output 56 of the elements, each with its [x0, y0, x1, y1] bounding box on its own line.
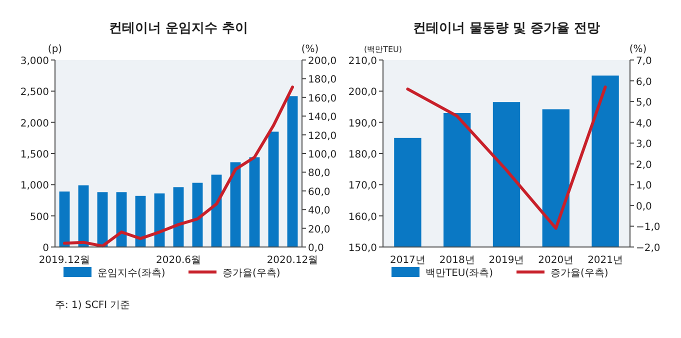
y2-tick-label: 40,0: [308, 206, 330, 217]
legend-label: 백만TEU(좌측): [426, 268, 494, 279]
y-tick-label: 200,0: [348, 87, 377, 98]
y-tick-label: 2,000: [20, 118, 49, 130]
y-tick-label: 160,0: [348, 212, 377, 223]
y2-tick-label: 20,0: [308, 224, 330, 236]
y2-tick-label: 180,0: [308, 74, 337, 86]
legend-label: 증가율(우측): [550, 268, 608, 279]
y-tick-label: 210,0: [348, 56, 377, 67]
y2-tick-label: 7,0: [636, 56, 652, 67]
y-axis-title: (p): [48, 44, 62, 55]
y2-tick-label: 100,0: [308, 150, 337, 160]
y-tick-label: 170,0: [348, 180, 377, 192]
y2-tick-label: 140,0: [308, 112, 337, 124]
y-tick-label: 150,0: [348, 243, 377, 254]
x-tick-label: 2021년: [588, 255, 624, 266]
line-series: [406, 86, 607, 230]
y2-tick-label: 6,0: [636, 76, 652, 88]
y-tick-label: 3,000: [20, 56, 49, 67]
y-axis-title: (백만TEU): [364, 45, 402, 54]
y2-axis-title: (%): [629, 44, 647, 55]
y2-tick-label: 0,0: [308, 243, 324, 254]
legend-label: 증가율(우측): [222, 268, 280, 279]
x-tick-label: 2019년: [488, 255, 524, 266]
y-tick-label: 0: [42, 243, 49, 254]
y-tick-label: 2,500: [20, 87, 49, 98]
y2-tick-label: 5,0: [636, 98, 652, 109]
y2-tick-label: 160,0: [308, 93, 337, 104]
y2-tick-label: −1,0: [636, 222, 660, 234]
y-tick-label: 500: [30, 212, 49, 223]
chart-title: 컨테이너 물동량 및 증가율 전망: [412, 21, 600, 36]
y2-tick-label: 80,0: [308, 168, 330, 180]
y2-tick-label: 200,0: [308, 56, 337, 67]
text: 주: 1) SCFI 기준: [55, 300, 130, 311]
x-tick-label: 2020.12월: [266, 255, 318, 266]
y2-tick-label: 1,0: [636, 180, 652, 192]
y2-tick-label: 4,0: [636, 118, 652, 130]
y2-tick-label: 60,0: [308, 186, 330, 198]
y-tick-label: 180,0: [348, 150, 377, 160]
y2-axis-title: (%): [301, 44, 319, 55]
line-series: [63, 86, 294, 248]
y-tick-label: 1,500: [20, 150, 49, 160]
y2-tick-label: 3,0: [636, 139, 652, 150]
x-tick-label: 2019.12월: [38, 255, 90, 266]
x-tick-label: 2017년: [390, 255, 426, 266]
y2-tick-label: 0,0: [636, 201, 652, 212]
x-tick-label: 2020년: [538, 255, 574, 266]
chart-title: 컨테이너 운임지수 추이: [108, 21, 248, 36]
x-tick-label: 2018년: [439, 255, 475, 266]
y2-tick-label: −2,0: [636, 243, 660, 254]
legend-label: 운임지수(좌측): [98, 268, 166, 279]
x-tick-label: 2020.6월: [156, 255, 201, 266]
y2-tick-label: 120,0: [308, 130, 337, 142]
y2-tick-label: 2,0: [636, 160, 652, 171]
y-tick-label: 1,000: [20, 180, 49, 192]
y-tick-label: 190,0: [348, 118, 377, 130]
